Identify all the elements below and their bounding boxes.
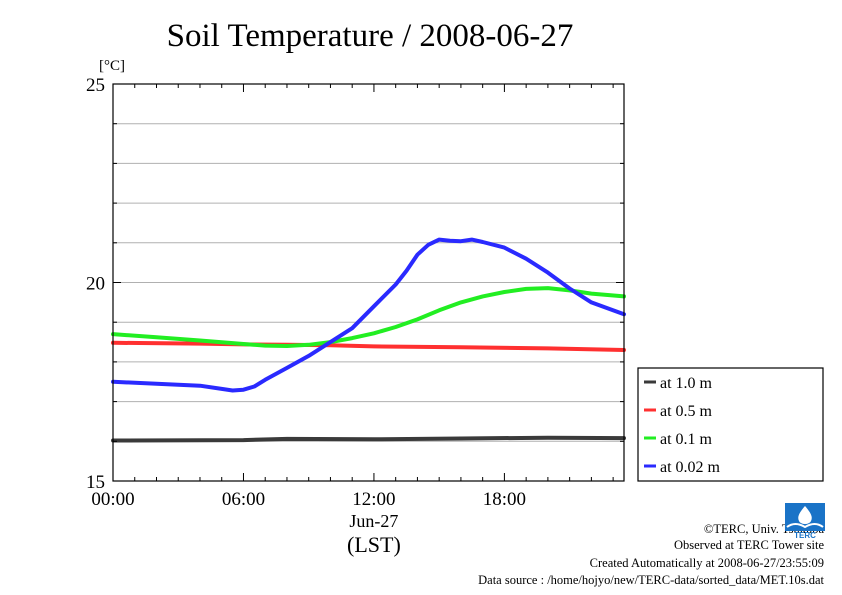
series-line-1 <box>111 435 626 443</box>
terc-logo-icon: TERC <box>785 503 825 539</box>
legend-label-3: at 0.1 m <box>660 431 713 448</box>
y-tick-label: 25 <box>86 75 105 96</box>
legend-box <box>637 367 824 482</box>
series-line-4 <box>111 237 626 393</box>
source-text: Data source : /home/hojyo/new/TERC-data/… <box>478 573 824 587</box>
x-tick-label: 06:00 <box>222 489 265 510</box>
legend-label-2: at 0.5 m <box>660 403 713 420</box>
x-tick-label: 00:00 <box>91 489 134 510</box>
created-text: Created Automatically at 2008-06-27/23:5… <box>589 556 824 570</box>
chart-title: Soil Temperature / 2008-06-27 <box>167 18 574 54</box>
site-text: Observed at TERC Tower site <box>673 538 824 552</box>
series-line-2 <box>111 340 626 352</box>
x-axis-date-label: Jun-27 <box>349 511 398 531</box>
series-line-3 <box>111 286 626 348</box>
x-tick-label: 12:00 <box>352 489 395 510</box>
x-axis-label: (LST) <box>347 532 401 557</box>
y-axis-label: [°C] <box>99 58 125 74</box>
x-tick-label: 18:00 <box>483 489 526 510</box>
svg-text:TERC: TERC <box>794 531 816 539</box>
y-tick-label: 15 <box>86 472 105 493</box>
legend-label-1: at 1.0 m <box>660 375 713 392</box>
legend-label-4: at 0.02 m <box>660 459 721 476</box>
y-tick-label: 20 <box>86 274 105 295</box>
